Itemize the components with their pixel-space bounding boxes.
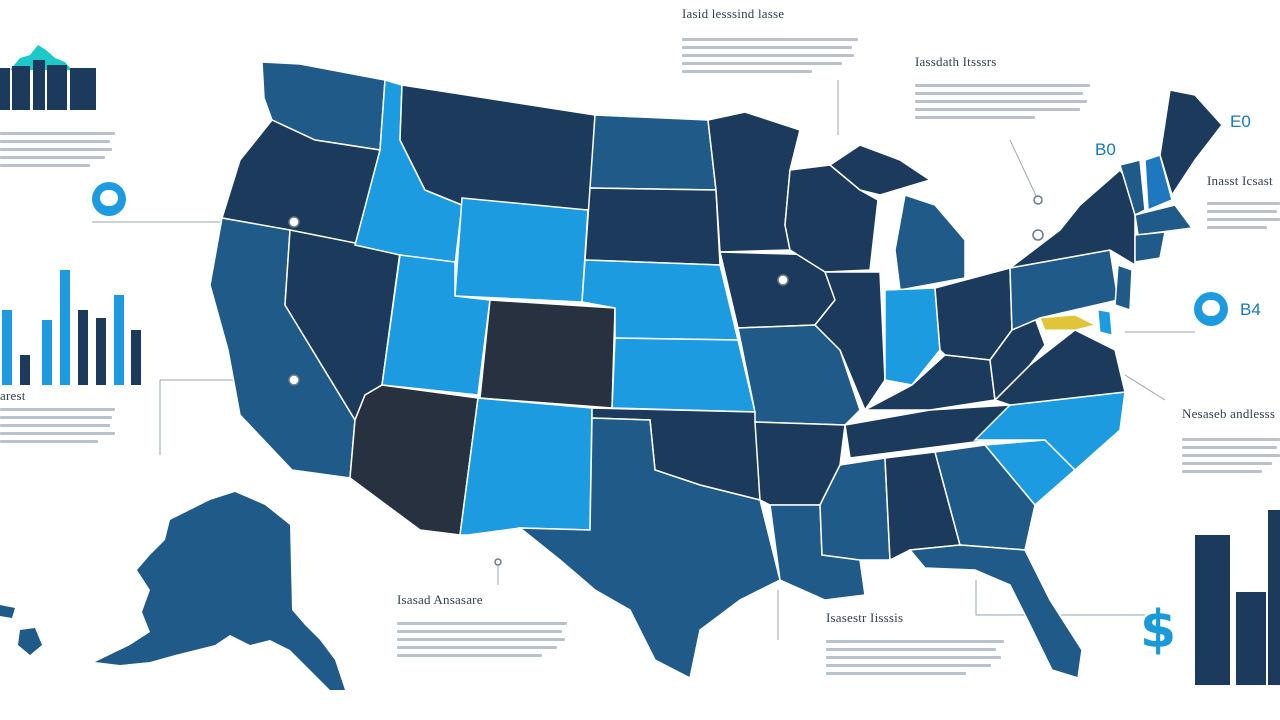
state-north-dakota	[589, 114, 717, 191]
right-value-1: E0	[1230, 112, 1251, 131]
state-illinois	[813, 271, 886, 412]
state-maryland	[1039, 314, 1097, 331]
state-kansas	[611, 337, 756, 413]
state-wyoming	[454, 197, 589, 303]
state-alaska	[95, 492, 345, 690]
state-florida	[908, 544, 1083, 679]
state-connecticut	[1134, 231, 1166, 263]
state-michigan	[894, 194, 966, 291]
top-heading: Iasid lesssind lasse	[682, 6, 785, 21]
state-massachusetts	[1134, 204, 1194, 236]
state-south-dakota	[584, 187, 721, 266]
chat-bubble-icon	[92, 182, 126, 216]
right-value-3: B4	[1240, 300, 1261, 319]
text-block-top	[682, 38, 858, 73]
state-colorado	[479, 299, 616, 409]
island-small	[18, 628, 42, 655]
state-montana	[399, 84, 596, 211]
mini-bar-chart-top-left	[0, 45, 96, 110]
text-block-right-3	[1182, 438, 1280, 473]
right-heading-2: Inasst Icsast	[1207, 173, 1273, 188]
island-tiny	[0, 605, 15, 618]
dollar-icon: $	[1140, 600, 1177, 660]
state-new-jersey	[1114, 263, 1133, 312]
state-michigan-up	[828, 144, 932, 196]
right-heading-1: Iassdath Itsssrs	[915, 54, 997, 69]
text-block-bottom-right	[826, 640, 1004, 675]
chat-bubble-icon	[1194, 292, 1228, 326]
state-new-york	[1009, 168, 1136, 269]
text-block-left-1	[0, 132, 115, 167]
left-label: arest	[0, 388, 26, 403]
state-new-mexico	[459, 397, 593, 536]
text-block-right-1	[915, 84, 1090, 119]
state-new-hampshire	[1144, 154, 1173, 212]
state-georgia	[934, 444, 1036, 551]
text-block-left-2	[0, 408, 115, 443]
right-value-2: B0	[1095, 140, 1116, 159]
bottom-center-heading: Isasad Ansasare	[397, 592, 483, 607]
right-heading-3: Nesaseb andlesss	[1182, 406, 1276, 421]
state-indiana	[884, 287, 941, 386]
text-block-right-2	[1207, 202, 1280, 229]
state-arizona	[349, 384, 479, 536]
state-vermont	[1119, 159, 1146, 217]
bar-chart-left	[2, 270, 141, 385]
map-markers	[288, 195, 1044, 566]
state-texas	[517, 417, 781, 680]
bar-chart-bottom-right	[1195, 510, 1280, 685]
state-delaware	[1097, 309, 1113, 336]
bottom-right-heading: Isasestr Iisssis	[826, 610, 904, 625]
text-block-bottom-center	[397, 622, 567, 657]
state-maine	[1159, 89, 1223, 197]
